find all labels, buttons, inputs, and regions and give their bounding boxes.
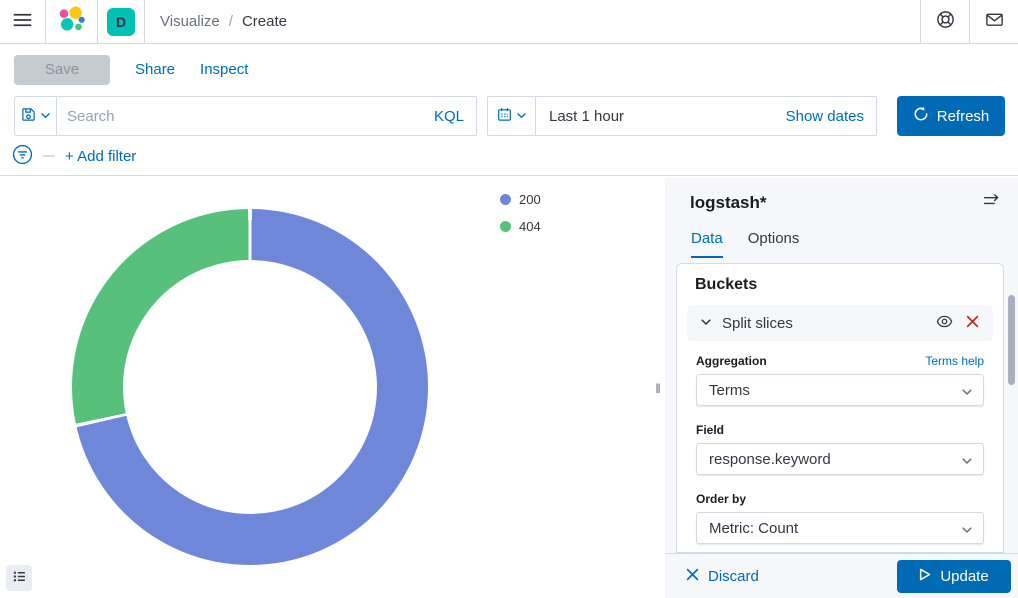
collapse-sidebar-button[interactable] <box>983 192 1000 213</box>
pinned-filters-divider <box>43 155 55 157</box>
legend-label: 200 <box>519 192 541 207</box>
help-life-ring-icon <box>936 10 955 33</box>
list-icon <box>12 569 27 588</box>
calendar-icon <box>497 107 512 126</box>
header-divider <box>45 0 46 43</box>
cross-icon <box>686 568 699 585</box>
header-divider <box>97 0 98 43</box>
sidebar-footer: Discard Update <box>665 553 1018 598</box>
breadcrumb-create: Create <box>241 13 287 30</box>
donut-chart[interactable] <box>72 209 428 565</box>
saved-query-menu-button[interactable] <box>15 97 57 135</box>
add-filter-button[interactable]: + Add filter <box>65 147 137 165</box>
visualization-area: 200 404 <box>0 178 653 598</box>
split-slices-label: Split slices <box>722 314 793 332</box>
refresh-button[interactable]: Refresh <box>897 96 1005 136</box>
query-language-button[interactable]: KQL <box>422 108 476 125</box>
aggregation-select[interactable]: Terms <box>696 374 984 406</box>
donut-hole <box>123 260 377 514</box>
toggle-visibility-button[interactable] <box>936 313 953 334</box>
share-button[interactable]: Share <box>135 61 176 78</box>
play-icon <box>919 568 931 585</box>
header-divider <box>969 0 970 43</box>
filter-in-circle-icon <box>12 144 33 169</box>
action-toolbar: Save Share Inspect <box>0 44 1018 95</box>
elastic-logo[interactable] <box>56 4 87 39</box>
top-header: D Visualize / Create <box>0 0 1018 44</box>
legend-swatch <box>500 221 511 232</box>
header-divider <box>144 0 145 43</box>
legend-item[interactable]: 200 <box>500 192 541 207</box>
menu-right-icon <box>983 192 1000 213</box>
search-input[interactable] <box>57 107 422 125</box>
chevron-down-icon <box>961 523 973 540</box>
chevron-down-icon <box>961 454 973 471</box>
main-content: 200 404 ‖ logstash* <box>0 178 1018 598</box>
tab-data[interactable]: Data <box>691 230 723 258</box>
refresh-icon <box>913 106 929 126</box>
date-picker-group: Last 1 hour Show dates <box>487 96 877 136</box>
time-range-value[interactable]: Last 1 hour <box>549 107 625 125</box>
envelope-icon <box>985 10 1004 33</box>
buckets-panel: Buckets Split slices <box>676 263 1004 553</box>
split-slices-accordion[interactable]: Split slices <box>687 305 993 341</box>
menu-button[interactable] <box>13 12 32 32</box>
query-bar: KQL Last 1 hour Show dates Refresh <box>0 95 1018 137</box>
buckets-heading: Buckets <box>695 276 758 293</box>
chart-legend: 200 404 <box>500 192 541 234</box>
space-avatar[interactable]: D <box>107 7 135 36</box>
help-button[interactable] <box>921 0 969 43</box>
search-bar-group: KQL <box>14 96 477 136</box>
vis-editor-sidebar: logstash* Data Options Buckets Split sli… <box>665 178 1018 598</box>
update-button[interactable]: Update <box>897 559 1011 593</box>
order-by-label: Order by <box>696 492 747 506</box>
chevron-down-icon <box>516 108 527 125</box>
newsfeed-button[interactable] <box>970 0 1018 43</box>
breadcrumb-visualize[interactable]: Visualize <box>160 13 220 30</box>
legend-toggle-button[interactable] <box>6 565 32 591</box>
chevron-down-icon <box>40 108 51 125</box>
tab-options[interactable]: Options <box>747 230 800 247</box>
panel-resize-handle[interactable]: ‖ <box>655 380 661 396</box>
header-divider <box>920 0 921 43</box>
breadcrumb-separator: / <box>228 13 233 30</box>
inspect-button[interactable]: Inspect <box>200 61 249 78</box>
quick-select-time-button[interactable] <box>488 97 536 135</box>
legend-item[interactable]: 404 <box>500 219 541 234</box>
save-query-icon <box>21 107 36 126</box>
remove-bucket-button[interactable] <box>966 315 979 332</box>
legend-swatch <box>500 194 511 205</box>
index-pattern-title: logstash* <box>690 192 767 212</box>
chevron-down-icon <box>700 315 712 332</box>
discard-button[interactable]: Discard <box>686 568 759 585</box>
show-dates-button[interactable]: Show dates <box>786 108 876 125</box>
filter-options-button[interactable] <box>12 144 33 169</box>
field-label: Field <box>696 423 725 437</box>
legend-label: 404 <box>519 219 541 234</box>
order-by-select[interactable]: Metric: Count <box>696 512 984 544</box>
terms-help-link[interactable]: Terms help <box>925 354 984 368</box>
save-button[interactable]: Save <box>14 54 110 85</box>
eye-icon <box>936 313 953 334</box>
hamburger-icon <box>13 13 32 32</box>
sidebar-scrollbar-thumb[interactable] <box>1008 295 1015 385</box>
filter-bar: + Add filter <box>0 137 1018 176</box>
field-select[interactable]: response.keyword <box>696 443 984 475</box>
aggregation-label: Aggregation <box>696 354 767 368</box>
sidebar-tabs: Data Options <box>665 213 1018 258</box>
breadcrumb: Visualize / Create <box>145 0 287 43</box>
chevron-down-icon <box>961 385 973 402</box>
cross-icon <box>966 315 979 332</box>
